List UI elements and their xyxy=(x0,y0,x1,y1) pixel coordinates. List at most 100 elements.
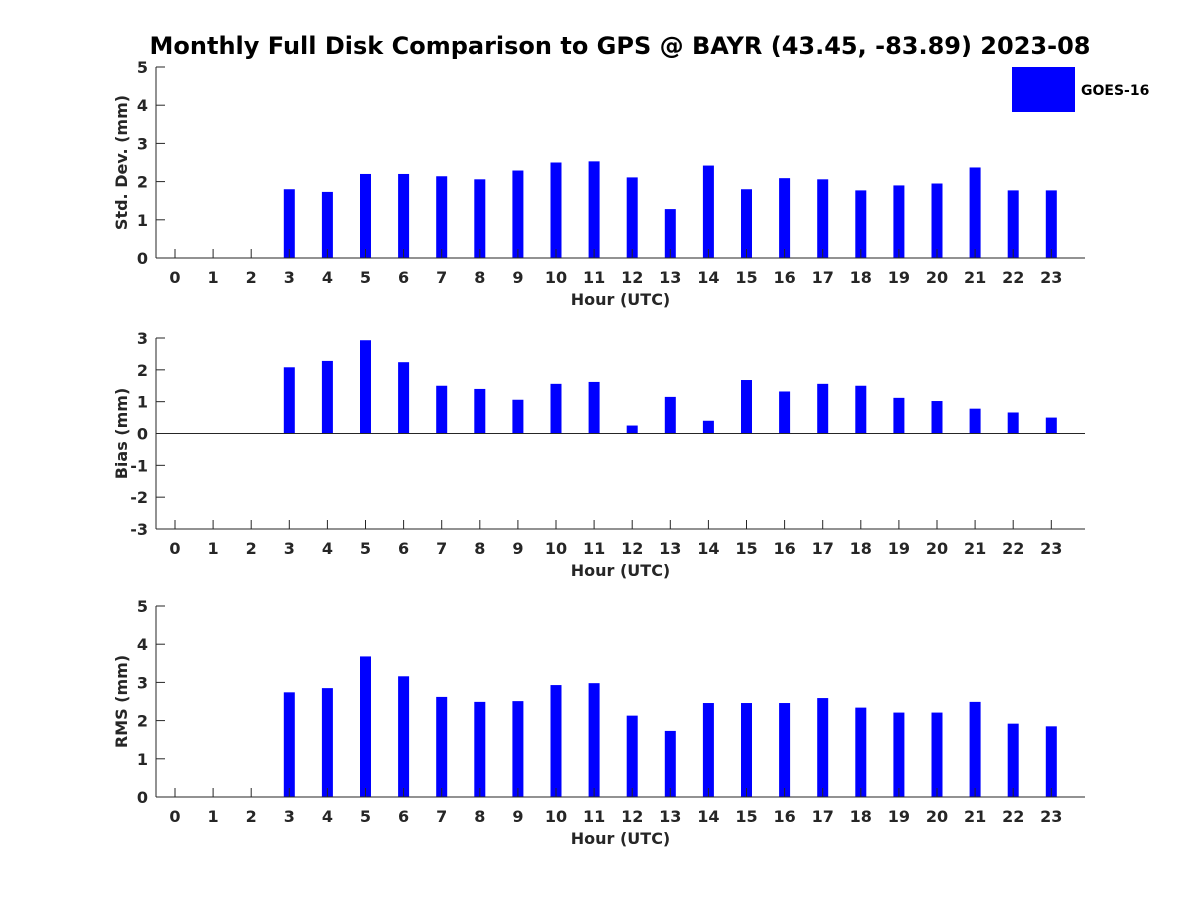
bias-bar-hour-7 xyxy=(436,385,448,434)
rms-bar-hour-21 xyxy=(969,701,981,797)
bias-x-tick-label: 22 xyxy=(1002,539,1024,558)
bias-x-tick-label: 9 xyxy=(512,539,523,558)
bias-x-tick-label: 2 xyxy=(246,539,257,558)
bias-x-tick-label: 5 xyxy=(360,539,371,558)
rms-x-tick-label: 4 xyxy=(322,807,333,826)
std-dev-bar-hour-22 xyxy=(1007,190,1019,258)
std-dev-x-tick-label: 10 xyxy=(545,268,567,287)
rms-x-tick-label: 6 xyxy=(398,807,409,826)
bias-x-tick-label: 17 xyxy=(812,539,834,558)
bias-y-tick-label: 2 xyxy=(137,361,148,380)
std-dev-y-tick-label: 2 xyxy=(137,173,148,192)
std-dev-x-tick-label: 4 xyxy=(322,268,333,287)
rms-bar-hour-9 xyxy=(512,701,524,797)
rms-y-tick-label: 2 xyxy=(137,712,148,731)
std-dev-bar-hour-20 xyxy=(931,183,943,258)
std-dev-bar-hour-15 xyxy=(741,189,752,258)
bias-x-tick-label: 12 xyxy=(621,539,643,558)
std-dev-bar-hour-4 xyxy=(321,191,333,258)
std-dev-x-tick-label: 0 xyxy=(169,268,180,287)
bias-bar-hour-17 xyxy=(817,383,829,434)
std-dev-bar-hour-17 xyxy=(817,179,829,258)
std-dev-bar-hour-7 xyxy=(436,176,448,258)
rms-bar-hour-14 xyxy=(702,703,714,797)
rms-x-tick-label: 8 xyxy=(474,807,485,826)
bias-y-tick-label: -1 xyxy=(130,456,148,475)
rms-bar-hour-22 xyxy=(1007,723,1019,797)
rms-x-tick-label: 7 xyxy=(436,807,447,826)
rms-bar-hour-15 xyxy=(741,703,752,797)
std-dev-x-tick-label: 2 xyxy=(246,268,257,287)
bias-x-axis-label: Hour (UTC) xyxy=(571,561,671,580)
std-dev-x-tick-label: 21 xyxy=(964,268,986,287)
rms-bar-hour-23 xyxy=(1045,726,1057,797)
std-dev-bar-hour-6 xyxy=(398,173,410,258)
bias-bar-hour-11 xyxy=(588,381,600,434)
rms-x-tick-label: 11 xyxy=(583,807,605,826)
std-dev-y-tick-label: 4 xyxy=(137,96,148,115)
bias-bar-hour-16 xyxy=(779,391,791,434)
bias-bar-hour-13 xyxy=(664,396,676,434)
std-dev-x-tick-label: 19 xyxy=(888,268,910,287)
bias-x-tick-label: 3 xyxy=(284,539,295,558)
rms-bar-hour-3 xyxy=(283,692,295,797)
bias-bar-hour-5 xyxy=(360,340,371,434)
std-dev-x-tick-label: 12 xyxy=(621,268,643,287)
std-dev-x-tick-label: 17 xyxy=(812,268,834,287)
bias-x-tick-label: 21 xyxy=(964,539,986,558)
std-dev-bar-hour-11 xyxy=(588,161,600,258)
rms-bar-hour-7 xyxy=(436,696,448,797)
std-dev-y-tick-label: 1 xyxy=(137,211,148,230)
std-dev-bar-hour-10 xyxy=(550,162,562,258)
std-dev-x-tick-label: 5 xyxy=(360,268,371,287)
std-dev-x-axis-label: Hour (UTC) xyxy=(571,290,671,309)
std-dev-x-tick-label: 7 xyxy=(436,268,447,287)
std-dev-y-tick-label: 5 xyxy=(137,58,148,77)
rms-x-tick-label: 5 xyxy=(360,807,371,826)
bias-x-tick-label: 13 xyxy=(659,539,681,558)
bias-x-tick-label: 1 xyxy=(208,539,219,558)
bias-bar-hour-10 xyxy=(550,383,562,434)
std-dev-y-axis-label: Std. Dev. (mm) xyxy=(112,95,131,230)
bias-y-tick-label: -2 xyxy=(130,488,148,507)
std-dev-bar-hour-18 xyxy=(855,190,867,258)
std-dev-x-tick-label: 11 xyxy=(583,268,605,287)
bias-bar-hour-6 xyxy=(398,362,410,434)
rms-x-tick-label: 15 xyxy=(735,807,757,826)
rms-bar-hour-18 xyxy=(855,707,867,797)
rms-x-tick-label: 20 xyxy=(926,807,948,826)
rms-x-tick-label: 19 xyxy=(888,807,910,826)
std-dev-bar-hour-9 xyxy=(512,170,524,258)
bias-x-tick-label: 20 xyxy=(926,539,948,558)
rms-x-tick-label: 14 xyxy=(697,807,719,826)
bias-bar-hour-3 xyxy=(283,367,295,434)
bias-y-tick-label: 0 xyxy=(137,425,148,444)
rms-x-tick-label: 1 xyxy=(208,807,219,826)
bias-x-tick-label: 6 xyxy=(398,539,409,558)
rms-y-tick-label: 4 xyxy=(137,635,148,654)
bias-x-tick-label: 23 xyxy=(1040,539,1062,558)
bias-x-tick-label: 10 xyxy=(545,539,567,558)
rms-x-tick-label: 21 xyxy=(964,807,986,826)
legend-label-goes-16: GOES-16 xyxy=(1081,83,1149,99)
std-dev-x-tick-label: 20 xyxy=(926,268,948,287)
rms-y-axis-label: RMS (mm) xyxy=(112,655,131,748)
std-dev-bar-hour-13 xyxy=(664,209,676,258)
bias-x-tick-label: 11 xyxy=(583,539,605,558)
std-dev-x-tick-label: 6 xyxy=(398,268,409,287)
bias-x-tick-label: 7 xyxy=(436,539,447,558)
std-dev-bar-hour-23 xyxy=(1045,190,1057,258)
rms-x-tick-label: 0 xyxy=(169,807,180,826)
bias-x-tick-label: 18 xyxy=(850,539,872,558)
bias-bar-hour-23 xyxy=(1045,417,1057,434)
rms-bar-hour-5 xyxy=(360,656,371,797)
bias-x-tick-label: 14 xyxy=(697,539,719,558)
rms-bar-hour-10 xyxy=(550,685,562,797)
rms-x-tick-label: 23 xyxy=(1040,807,1062,826)
rms-x-tick-label: 3 xyxy=(284,807,295,826)
rms-bar-hour-12 xyxy=(626,715,638,797)
bias-bar-hour-14 xyxy=(702,420,714,434)
bias-x-tick-label: 0 xyxy=(169,539,180,558)
